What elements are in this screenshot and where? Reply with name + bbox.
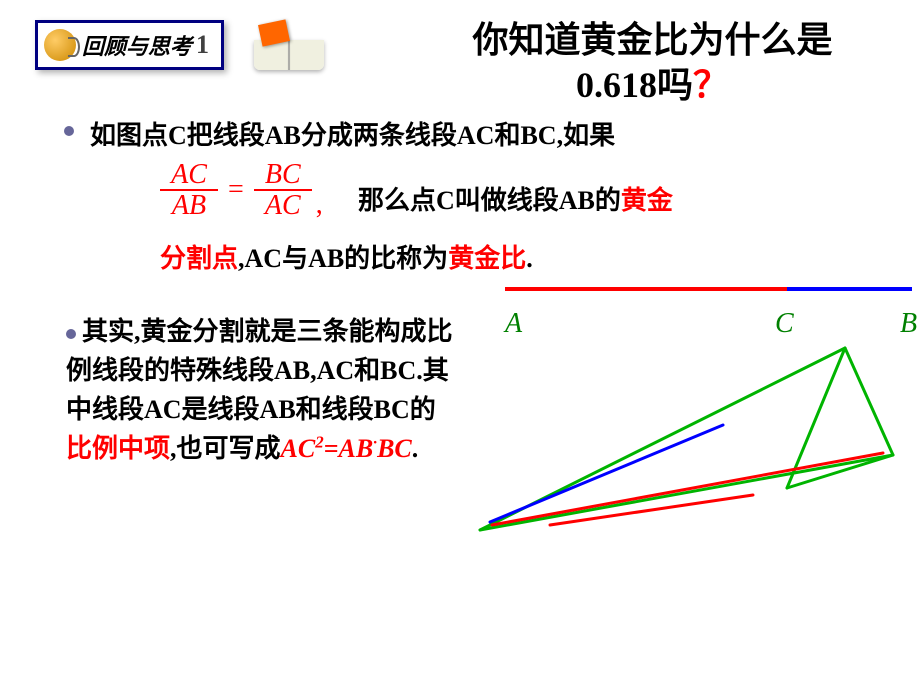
header: 回顾与思考 1 (35, 20, 324, 70)
p3-gold1: 分割点 (160, 244, 238, 273)
p4-text3: . (412, 434, 419, 463)
label-b: B (900, 308, 917, 340)
title-suffix: 吗 (657, 65, 693, 105)
globe-icon (44, 29, 76, 61)
page-title: 你知道黄金比为什么是 0.618吗？ (395, 18, 910, 108)
fraction-1: AC AB (160, 160, 218, 221)
equals-sign: = (228, 174, 244, 206)
frac1-denominator: AB (172, 191, 206, 220)
paragraph-1: 如图点C把线段AB分成两条线段AC和BC,如果 (90, 118, 890, 153)
p2-text: 那么点C叫做线段AB的 (358, 186, 621, 215)
formula: AC2=AB·BC (281, 434, 412, 463)
formula-rhs: BC (377, 434, 412, 463)
review-label: 回顾与思考 (82, 29, 192, 61)
fraction-equation: AC AB = BC AC , (160, 160, 323, 221)
p3-gold2: 黄金比 (448, 244, 526, 273)
review-number: 1 (196, 30, 209, 60)
paragraph-4: 其实,黄金分割就是三条能构成比例线段的特殊线段AB,AC和BC.其中线段AC是线… (66, 312, 456, 468)
p3-dot: . (526, 244, 533, 273)
bullet-icon (64, 126, 74, 136)
triangle-figure (475, 330, 900, 540)
formula-sup: 2 (315, 432, 323, 451)
segment-cb (787, 287, 912, 291)
p4-text2: ,也可写成 (170, 434, 281, 463)
frac2-numerator: BC (265, 160, 301, 189)
line-segment: A C B (505, 278, 912, 308)
p4-red1: 比例中项 (66, 434, 170, 463)
p2-gold: 黄金 (621, 186, 673, 215)
p4-text1: 其实,黄金分割就是三条能构成比例线段的特殊线段AB,AC和BC.其中线段AC是线… (66, 317, 453, 424)
bullet2-icon (66, 329, 76, 339)
review-box: 回顾与思考 1 (35, 20, 224, 70)
title-qmark: ？ (693, 65, 729, 105)
frac2-denominator: AC (265, 191, 301, 220)
segment-ac (505, 287, 787, 291)
book-icon (254, 20, 324, 70)
p3-text: ,AC与AB的比称为 (238, 244, 448, 273)
segment-line (505, 278, 912, 296)
formula-lhs: AC (281, 434, 316, 463)
fraction-comma: , (316, 189, 323, 221)
frac1-numerator: AC (171, 160, 207, 189)
paragraph-2: 那么点C叫做线段AB的黄金 (358, 180, 673, 217)
formula-eq: =AB (324, 434, 374, 463)
title-line1: 你知道黄金比为什么是 (472, 20, 832, 60)
title-number: 0.618 (576, 65, 657, 105)
fraction-2: BC AC (254, 160, 312, 221)
paragraph-3: 分割点,AC与AB的比称为黄金比. (160, 238, 533, 275)
